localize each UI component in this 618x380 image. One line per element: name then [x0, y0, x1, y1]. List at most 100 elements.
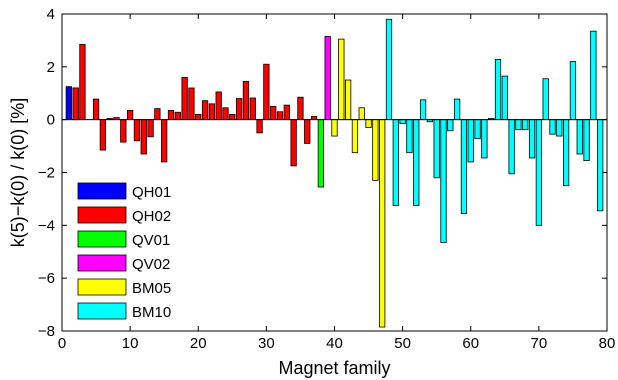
- bar-qh02-15: [161, 119, 168, 163]
- bar-qh02-30: [263, 63, 270, 121]
- legend-label-qh01: QH01: [132, 184, 171, 201]
- bar-bm10-51: [406, 119, 413, 154]
- bar-bm10-50: [399, 119, 406, 125]
- legend-swatch-qv02: [77, 254, 127, 272]
- bar-bm10-57: [447, 119, 454, 132]
- bar-qh02-20: [195, 113, 202, 121]
- bar-bm10-69: [528, 119, 536, 159]
- bar-bm10-73: [556, 119, 563, 137]
- bar-qh02-18: [181, 77, 188, 121]
- bar-qh02-16: [167, 110, 175, 121]
- bar-bm05-40: [331, 119, 338, 137]
- x-tick-label: 70: [531, 335, 548, 352]
- legend-label-qh02: QH02: [132, 208, 171, 225]
- y-axis-label: k(5)−k(0) / k(0) [%]: [8, 98, 28, 248]
- bar-qh02-13: [147, 119, 154, 138]
- x-tick-label: 50: [394, 335, 411, 352]
- bar-bm10-58: [453, 98, 461, 121]
- bar-qv02-39: [324, 36, 331, 121]
- bar-qh02-17: [174, 111, 181, 121]
- bar-bm05-41: [338, 38, 345, 121]
- bar-qh02-5: [92, 98, 100, 121]
- legend-swatch-qh02: [77, 206, 127, 224]
- bar-qh02-6: [99, 119, 107, 151]
- bar-bm10-62: [481, 119, 488, 159]
- x-tick-label: 80: [599, 335, 616, 352]
- y-tick-label: −6: [38, 270, 55, 287]
- legend-swatch-bm10: [77, 302, 127, 320]
- x-tick-label: 20: [190, 335, 207, 352]
- bar-qh02-27: [242, 80, 250, 121]
- bar-qh02-11: [133, 119, 141, 142]
- bar-qh02-12: [140, 119, 147, 155]
- y-tick-label: −4: [38, 217, 55, 234]
- bar-qh02-3: [79, 43, 86, 121]
- bar-bm10-61: [474, 119, 481, 140]
- bar-bm05-42: [344, 79, 352, 121]
- x-tick-label: 0: [58, 335, 66, 352]
- legend-label-bm05: BM05: [132, 280, 171, 297]
- bar-bm05-44: [358, 107, 365, 121]
- legend-swatch-bm05: [77, 278, 127, 296]
- legend-swatch-qh01: [77, 182, 127, 200]
- bar-bm10-78: [590, 30, 597, 121]
- bar-bm05-45: [365, 119, 372, 128]
- y-tick-label: 4: [47, 6, 55, 23]
- bar-bm10-52: [413, 119, 420, 206]
- x-axis-ticks: 0 10 20 30 40 50 60 70 80: [58, 14, 616, 352]
- bar-bm10-68: [522, 119, 529, 131]
- bar-qh02-33: [283, 104, 290, 121]
- bar-bm05-43: [351, 119, 359, 154]
- bar-qh02-26: [235, 98, 243, 121]
- bar-bm10-76: [576, 119, 583, 155]
- legend-label-qv02: QV02: [132, 256, 170, 273]
- bar-qh02-9: [120, 119, 127, 143]
- bar-qh02-19: [188, 87, 195, 121]
- bar-qh02-23: [215, 91, 222, 121]
- legend: QH01 QH02 QV01 QV02 BM05 BM10: [77, 182, 171, 321]
- x-tick-label: 30: [258, 335, 275, 352]
- y-tick-label: 0: [47, 112, 55, 129]
- legend-label-qv01: QV01: [132, 232, 170, 249]
- bar-qv01-38: [317, 119, 324, 188]
- bar-bm10-71: [542, 78, 549, 121]
- y-tick-label: −2: [38, 165, 55, 182]
- bar-qh02-10: [127, 110, 134, 121]
- bar-qh02-36: [304, 119, 311, 144]
- bar-qh02-21: [201, 100, 209, 121]
- legend-swatch-qv01: [77, 230, 127, 248]
- bar-qh02-14: [154, 108, 161, 121]
- bar-qh02-22: [208, 103, 215, 121]
- bar-bm10-77: [583, 119, 590, 162]
- x-tick-label: 60: [462, 335, 479, 352]
- x-axis-label: Magnet family: [278, 358, 390, 378]
- bar-bm10-49: [392, 119, 399, 206]
- bar-bm10-66: [508, 119, 515, 175]
- bar-bm10-55: [433, 119, 440, 179]
- bar-qh02-34: [290, 119, 297, 167]
- bar-qh01-1: [65, 86, 72, 121]
- bar-qh02-31: [270, 106, 277, 121]
- bar-bm10-48: [385, 18, 393, 121]
- bar-bm10-64: [494, 59, 502, 121]
- bar-bm05-46: [372, 119, 379, 181]
- y-tick-label: −8: [38, 323, 55, 340]
- bar-bm10-53: [419, 99, 427, 121]
- bar-qh02-35: [297, 96, 304, 121]
- bar-qh02-29: [256, 119, 263, 134]
- bar-qh02-28: [249, 97, 256, 121]
- bar-bm10-65: [501, 75, 508, 121]
- y-axis-ticks: −8 −6 −4 −2 0 2 4: [38, 6, 607, 340]
- bar-qh02-32: [276, 111, 284, 121]
- bar-bm10-74: [563, 119, 570, 187]
- bar-bm05-47: [379, 119, 386, 328]
- bar-bm10-67: [515, 119, 522, 131]
- bar-qh02-25: [229, 113, 236, 121]
- x-tick-label: 10: [122, 335, 139, 352]
- bar-qh02-2: [72, 87, 79, 121]
- bar-bm10-75: [569, 61, 577, 121]
- bars-layer: [65, 18, 604, 328]
- x-tick-label: 40: [326, 335, 343, 352]
- y-tick-label: 2: [47, 59, 55, 76]
